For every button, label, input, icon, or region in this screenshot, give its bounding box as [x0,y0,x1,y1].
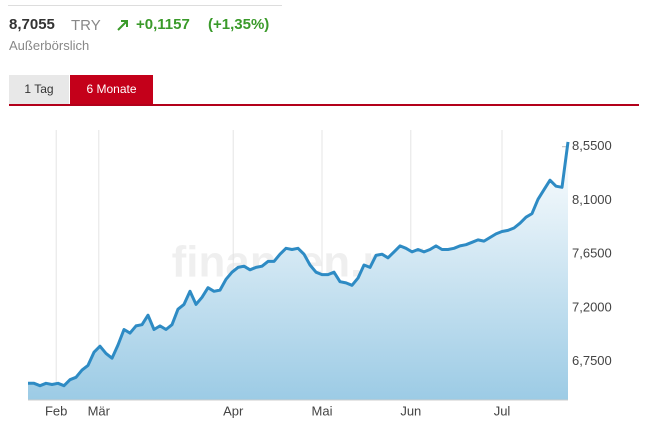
line [28,141,570,388]
divider [8,5,282,6]
y-tick-label: 7,6500 [572,246,612,261]
y-tick-label: 7,2000 [572,299,612,314]
y-tick-label: 6,7500 [572,353,612,368]
x-tick-label: Feb [45,403,67,418]
y-tick-label: 8,1000 [572,192,612,207]
up-arrow [117,20,128,31]
tab-underline [9,104,639,106]
currency: TRY [71,17,101,34]
x-tick-label: Mai [312,403,333,418]
x-tick-label: Apr [223,403,244,418]
y-tick-label: 8,5500 [572,138,612,153]
x-tick-label: Jun [400,403,421,418]
x-tick-label: Mär [88,403,111,418]
tab[interactable]: 1 Tag [9,75,69,104]
exchange: Außerbörslich [9,38,90,53]
change: +0,1157 [136,16,190,33]
price: 8,7055 [9,16,55,33]
area [28,141,568,400]
change-pct: (+1,35%) [208,16,270,33]
x-tick-label: Jul [494,403,511,418]
tab-active[interactable]: 6 Monate [70,75,153,104]
